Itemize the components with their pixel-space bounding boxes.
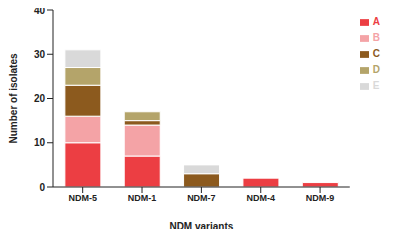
svg-text:20: 20 <box>34 93 46 104</box>
svg-text:0: 0 <box>39 182 45 193</box>
svg-text:NDM-9: NDM-9 <box>306 193 335 203</box>
svg-text:NDM-5: NDM-5 <box>68 193 97 203</box>
svg-text:NDM-7: NDM-7 <box>187 193 216 203</box>
svg-text:NDM-4: NDM-4 <box>246 193 275 203</box>
html-text:C: C <box>372 48 380 59</box>
svg-text:NDM-1: NDM-1 <box>128 193 157 203</box>
html-text:E: E <box>372 80 380 91</box>
svg-text:40: 40 <box>34 8 46 16</box>
svg-text:Number of isolates: Number of isolates <box>8 53 19 143</box>
html-text:D: D <box>372 64 380 75</box>
svg-text:10: 10 <box>34 137 46 148</box>
svg-text:NDM variants: NDM variants <box>169 221 233 229</box>
svg-text:30: 30 <box>34 49 46 60</box>
html-text:A: A <box>372 16 380 27</box>
html-text:B: B <box>372 32 380 43</box>
